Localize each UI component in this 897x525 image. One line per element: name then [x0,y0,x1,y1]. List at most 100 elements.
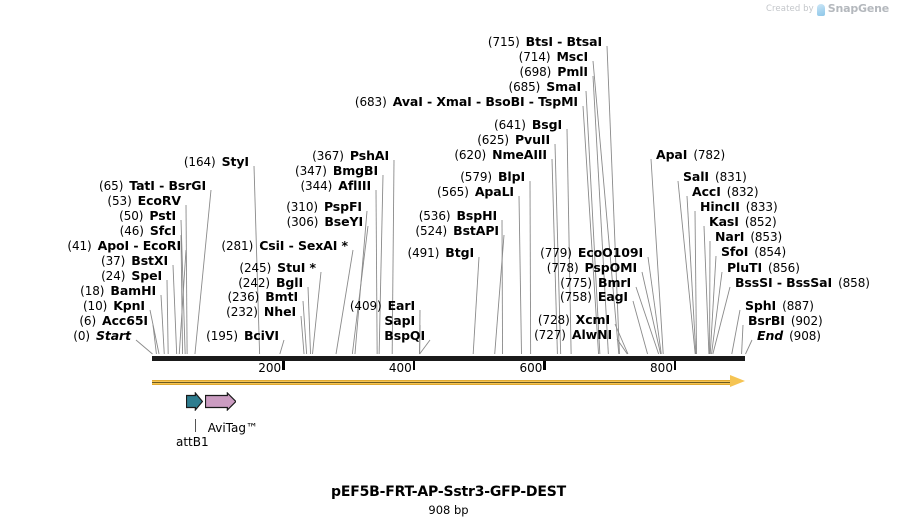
enzyme-name: SphI [745,298,777,313]
restriction-site-label[interactable]: (347) BmgBI [0,164,378,178]
restriction-site-label[interactable]: (10) KpnI [0,299,145,313]
restriction-site-label[interactable]: (715) BtsI - BtsaI [0,35,602,49]
restriction-site-label[interactable]: (164) StyI [0,155,249,169]
restriction-site-label[interactable]: (53) EcoRV [0,194,181,208]
site-position: (685) [508,80,541,94]
restriction-site-label[interactable]: (50) PstI [0,209,176,223]
enzyme-name: XcmI [575,312,610,327]
restriction-site-label[interactable]: SphI (887) [745,299,814,313]
enzyme-name: SexAI * [297,238,348,253]
feature-label-AviTag: AviTag™ [207,421,258,435]
restriction-site-label[interactable]: (491) BtgI [0,245,475,260]
restriction-site-label[interactable]: ApaI (782) [656,148,725,162]
ruler-tick-label: 800 [650,361,673,375]
restriction-site-label[interactable]: (524) BstAPI [0,224,499,238]
site-position: (347) [295,164,327,178]
enzyme-name: NheI [263,304,296,319]
site-position: (195) [206,329,238,343]
restriction-site-label[interactable]: (367) PshAI [0,149,389,163]
site-position: (565) [437,185,469,199]
restriction-site-label[interactable]: (683) AvaI - XmaI - BsoBI - TspMI [0,95,578,109]
restriction-site-label[interactable]: (625) PvuII [0,133,550,147]
enzyme-name: KasI [709,214,739,229]
site-position: (579) [460,170,492,184]
restriction-site-label[interactable]: (41) ApoI - EcoRI [0,239,181,253]
restriction-site-label[interactable]: (685) SmaI [0,80,582,94]
feature-arrow-AviTag[interactable] [204,392,237,411]
restriction-site-label[interactable]: (714) MscI [0,50,588,64]
site-position: (236) [227,290,260,304]
site-position: (524) [415,224,448,238]
feature-arrow-attB1[interactable] [186,392,204,411]
restriction-site-label[interactable]: SfoI (854) [721,245,786,259]
restriction-site-label[interactable]: (698) PmlI [0,65,588,79]
enzyme-name: TspMI [538,94,578,109]
restriction-site-label[interactable]: (46) SfcI [0,224,176,238]
restriction-site-labels: (164) StyI (65) TatI - BsrGI (53) EcoRV (50) Ps… [0,35,870,343]
restriction-site-label[interactable]: NarI (853) [715,230,782,244]
site-position: (854) [754,245,787,259]
site-position: (856) [768,261,800,275]
restriction-site-label[interactable]: (565) ApaLI [0,185,514,199]
restriction-site-label[interactable]: (65) TatI - BsrGI [0,179,206,193]
enzyme-name: BtgI [445,245,474,260]
site-position: (858) [838,276,870,290]
restriction-site-label[interactable]: (306) BseYI [0,215,364,229]
restriction-site-label[interactable]: BspQI [0,329,425,342]
orf-arrow-shaft [152,380,730,385]
enzyme-name: BspHI [456,208,497,223]
site-position: (24) [101,269,126,283]
restriction-site-label[interactable]: (775) BmrI [0,276,631,290]
restriction-site-label[interactable]: HincII (833) [700,200,778,214]
enzyme-name: BglI [275,275,303,290]
enzyme-name: EagI [597,289,628,304]
restriction-site-label[interactable]: (6) Acc65I [0,314,148,328]
restriction-site-label[interactable]: (195) BciVI [0,329,279,343]
enzyme-name: PstI [149,208,176,223]
restriction-site-label[interactable]: (758) EagI [0,290,628,304]
enzyme-name: HincII [700,199,740,214]
restriction-site-label[interactable]: (242) BglI [0,276,303,290]
restriction-site-label[interactable]: (310) PspFI [0,200,362,214]
restriction-site-label[interactable]: (536) BspHI [0,209,497,223]
enzyme-name: SpeI [131,268,162,283]
enzyme-name: PspOMI [584,260,638,275]
restriction-site-label[interactable]: (579) BlpI [0,170,525,184]
restriction-site-label[interactable]: (0) Start [0,329,131,343]
restriction-site-label[interactable]: (236) BmtI [0,290,298,304]
restriction-site-label[interactable]: BsrBI (902) [748,314,823,328]
restriction-site-label[interactable]: (245) StuI * [0,261,316,275]
restriction-site-label[interactable]: SalI (831) [683,170,747,184]
enzyme-name: AvaI [392,94,423,109]
enzyme-name: BsrBI [748,313,785,328]
restriction-site-label[interactable]: AccI (832) [692,185,759,199]
restriction-site-label[interactable]: (728) XcmI [0,313,610,327]
restriction-site-label[interactable]: (232) NheI [0,305,296,319]
restriction-site-label[interactable]: KasI (852) [709,215,777,229]
restriction-site-label[interactable]: (281) CsiI - SexAI * [0,239,348,253]
restriction-site-label[interactable]: (779) EcoO109I [0,246,643,260]
restriction-site-label[interactable]: (344) AflIII [0,179,371,193]
orf-arrow [152,375,745,388]
restriction-site-label[interactable]: (409) EarI [0,299,415,313]
restriction-site-label[interactable]: (37) BstXI [0,254,168,268]
restriction-site-label[interactable]: (727) AlwNI [0,328,612,342]
site-position: (164) [183,155,216,169]
restriction-site-label[interactable]: SapI [0,314,415,327]
restriction-site-label[interactable]: (620) NmeAIII [0,148,547,162]
restriction-site-label[interactable]: (24) SpeI [0,269,162,283]
enzyme-name: BssSI [735,275,773,290]
restriction-site-label[interactable]: (641) BsgI [0,118,562,132]
enzyme-name: BmgBI [332,163,378,178]
name-separator: - [552,34,567,49]
site-position: (908) [789,329,821,343]
restriction-site-label[interactable]: End (908) [757,329,821,343]
site-position: (46) [119,224,144,238]
restriction-site-label[interactable]: (18) BamHI [0,284,156,298]
restriction-site-label[interactable]: (778) PspOMI [0,261,637,275]
enzyme-name: PluTI [727,260,763,275]
restriction-site-label[interactable]: BssSI - BssSaI (858) [735,276,870,290]
site-position: (53) [107,194,132,208]
restriction-site-label[interactable]: PluTI (856) [727,261,800,275]
